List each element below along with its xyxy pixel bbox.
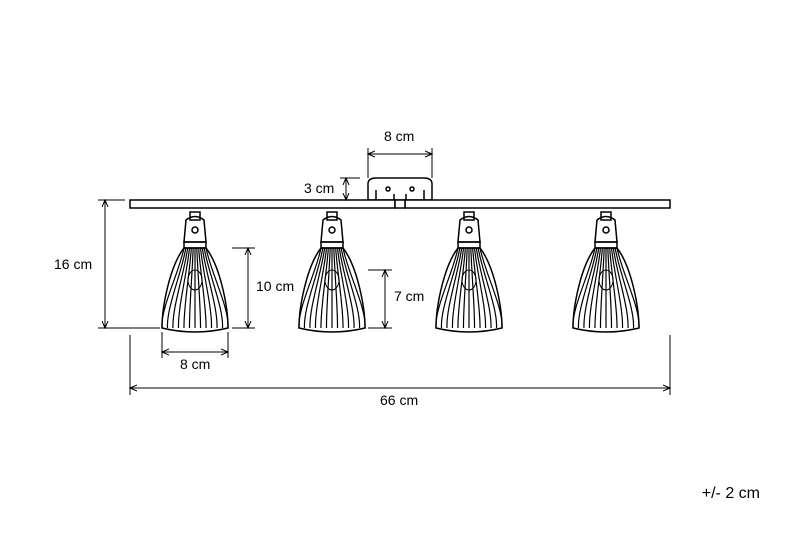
drawing-svg	[0, 0, 800, 533]
lamps-group	[162, 212, 639, 332]
track-bar	[130, 200, 670, 208]
label-track-length: 66 cm	[380, 392, 418, 408]
dim-shade-inner	[368, 270, 392, 328]
dim-shade-height	[232, 248, 255, 328]
dim-drop-total	[98, 200, 160, 328]
label-shade-inner: 7 cm	[394, 288, 424, 304]
dimension-drawing: 8 cm 3 cm 16 cm 10 cm 7 cm 8 cm 66 cm +/…	[0, 0, 800, 533]
dim-shade-width	[162, 332, 228, 358]
ceiling-mount	[368, 178, 432, 200]
dim-mount-height	[340, 178, 360, 200]
label-shade-width: 8 cm	[180, 356, 210, 372]
dim-mount-width	[368, 148, 432, 178]
label-mount-height: 3 cm	[304, 180, 334, 196]
label-shade-height: 10 cm	[256, 278, 294, 294]
label-drop-total: 16 cm	[54, 256, 92, 272]
tolerance-note: +/- 2 cm	[702, 485, 760, 503]
lamp-1	[162, 212, 228, 332]
lamp-2	[299, 212, 365, 332]
lamp-4	[573, 212, 639, 332]
lamp-3	[436, 212, 502, 332]
label-mount-width: 8 cm	[384, 128, 414, 144]
dim-track-length	[130, 335, 670, 395]
